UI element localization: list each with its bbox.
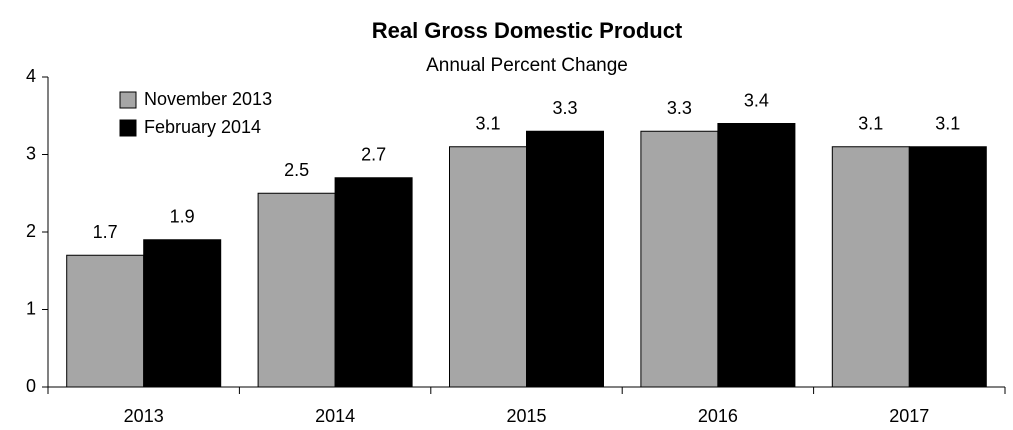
data-label: 3.1: [935, 114, 960, 134]
data-label: 3.1: [858, 114, 883, 134]
data-label: 1.7: [93, 222, 118, 242]
bar: [143, 239, 222, 388]
data-label: 2.5: [284, 160, 309, 180]
x-tick-label: 2017: [889, 406, 929, 426]
data-label: 3.3: [552, 98, 577, 118]
y-tick-label: 4: [26, 66, 36, 86]
legend-swatch: [119, 91, 137, 109]
legend-label: February 2014: [144, 117, 261, 137]
bar: [526, 130, 604, 388]
bar: [257, 192, 336, 388]
bar: [717, 123, 796, 388]
y-tick-label: 2: [26, 221, 36, 241]
data-label: 3.1: [475, 114, 500, 134]
data-label: 3.4: [744, 90, 769, 110]
bar: [640, 130, 719, 388]
bar: [334, 177, 413, 388]
bar: [831, 146, 910, 388]
legend-label: November 2013: [144, 89, 272, 109]
x-tick-label: 2015: [506, 406, 546, 426]
y-tick-label: 1: [26, 298, 36, 318]
data-label: 3.3: [667, 98, 692, 118]
x-tick-label: 2013: [124, 406, 164, 426]
y-tick-label: 0: [26, 376, 36, 396]
bar: [66, 254, 145, 388]
chart-title: Real Gross Domestic Product: [372, 18, 683, 43]
x-tick-label: 2014: [315, 406, 355, 426]
y-tick-label: 3: [26, 143, 36, 163]
legend-swatch: [119, 119, 137, 137]
data-label: 1.9: [170, 207, 195, 227]
bar: [449, 146, 527, 388]
data-label: 2.7: [361, 145, 386, 165]
x-tick-label: 2016: [698, 406, 738, 426]
chart-subtitle: Annual Percent Change: [426, 55, 628, 76]
bar: [908, 146, 987, 388]
